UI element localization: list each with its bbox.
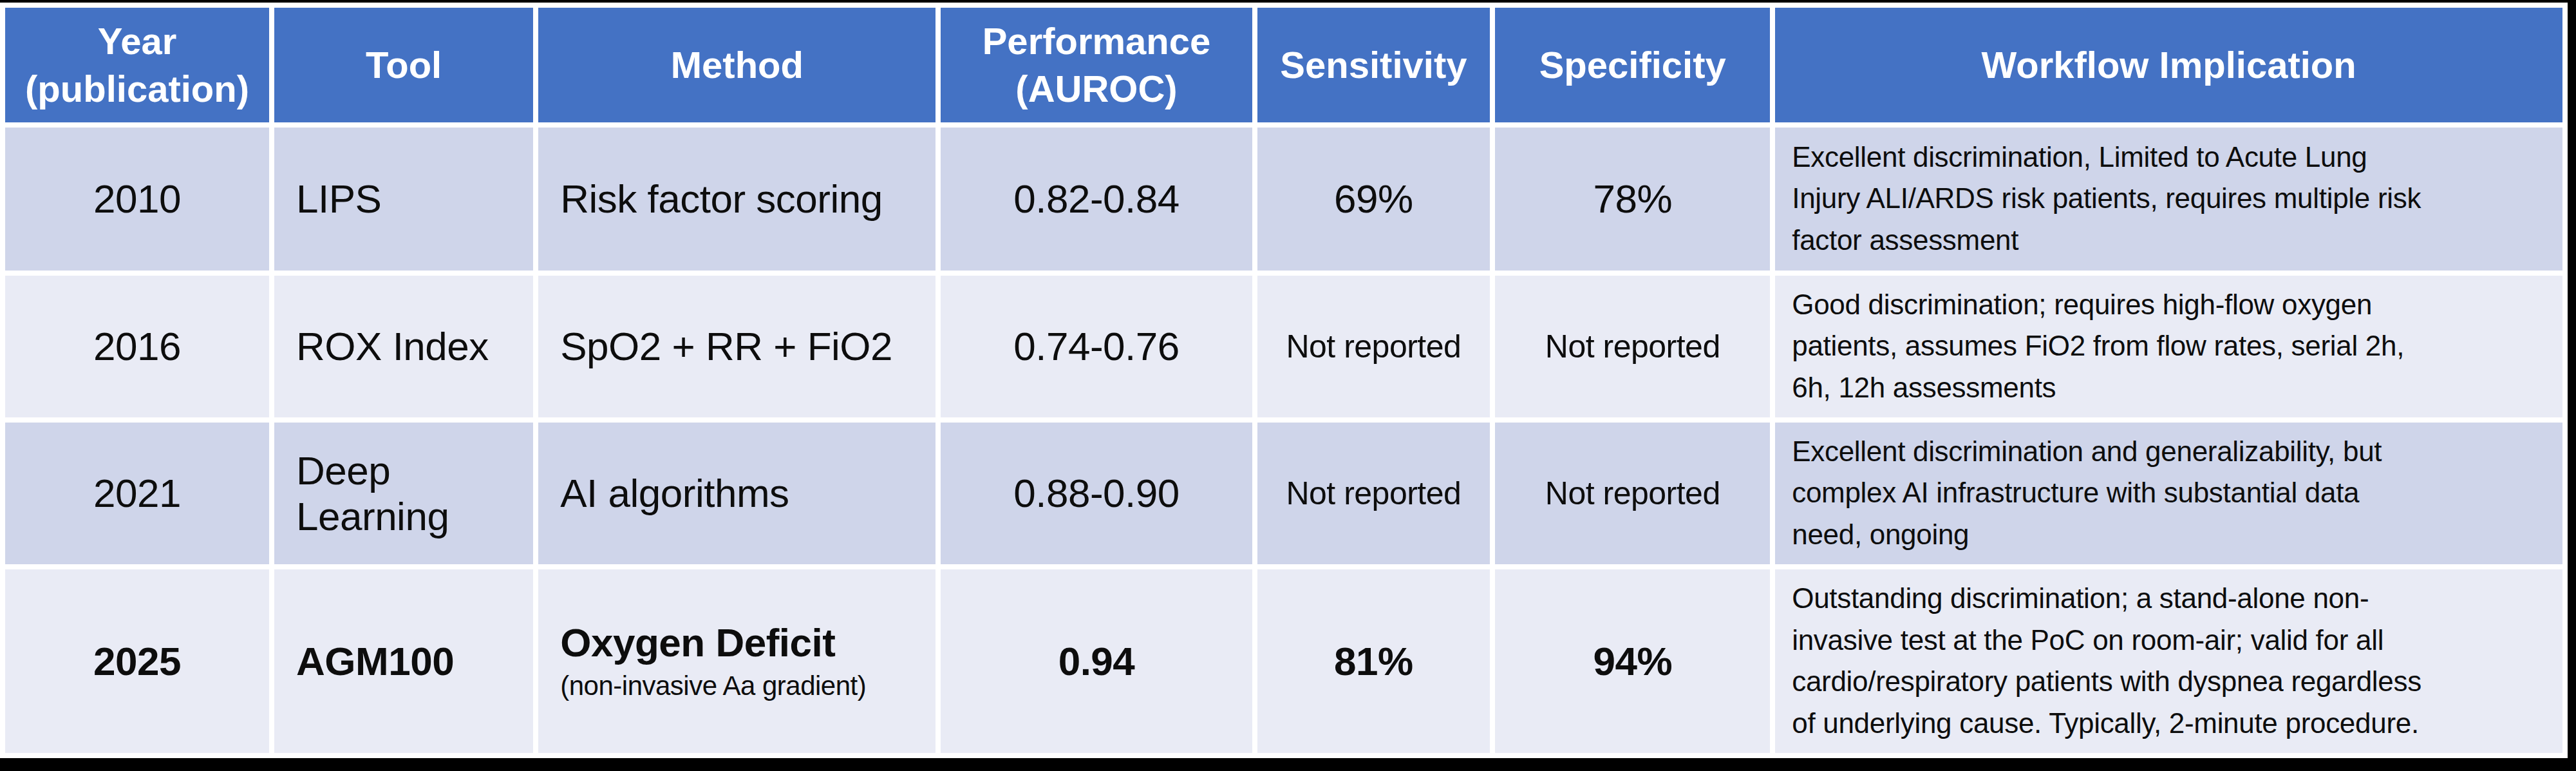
cell-workflow: Good discrimination; requires high-flow … <box>1775 276 2562 417</box>
cell-method: Risk factor scoring <box>538 128 935 271</box>
cell-performance: 0.94 <box>941 569 1252 753</box>
cell-year: 2025 <box>5 569 269 753</box>
column-header-method: Method <box>538 8 935 122</box>
cell-method: Oxygen Deficit (non-invasive Aa gradient… <box>538 569 935 753</box>
column-header-tool: Tool <box>274 8 533 122</box>
cell-method: SpO2 + RR + FiO2 <box>538 276 935 417</box>
cell-sensitivity: 81% <box>1257 569 1490 753</box>
cell-specificity: 94% <box>1495 569 1770 753</box>
cell-year: 2010 <box>5 128 269 271</box>
cell-sensitivity: 69% <box>1257 128 1490 271</box>
cell-tool: LIPS <box>274 128 533 271</box>
cell-year: 2016 <box>5 276 269 417</box>
cell-method: AI algorithms <box>538 423 935 564</box>
table-row-agm100: 2025 AGM100 Oxygen Deficit (non-invasive… <box>5 569 2562 753</box>
cell-performance: 0.82-0.84 <box>941 128 1252 271</box>
cell-tool: ROX Index <box>274 276 533 417</box>
cell-sensitivity: Not reported <box>1257 423 1490 564</box>
cell-performance: 0.74-0.76 <box>941 276 1252 417</box>
table-row-lips: 2010 LIPS Risk factor scoring 0.82-0.84 … <box>5 128 2562 271</box>
comparison-table: Year (publication) Tool Method Performan… <box>0 3 2568 758</box>
cell-tool: AGM100 <box>274 569 533 753</box>
cell-specificity: Not reported <box>1495 423 1770 564</box>
column-header-year: Year (publication) <box>5 8 269 122</box>
cell-specificity: Not reported <box>1495 276 1770 417</box>
slide-frame: Year (publication) Tool Method Performan… <box>0 0 2576 771</box>
table-row-deep-learning: 2021 Deep Learning AI algorithms 0.88-0.… <box>5 423 2562 564</box>
cell-workflow: Excellent discrimination, Limited to Acu… <box>1775 128 2562 271</box>
method-name: Oxygen Deficit <box>560 620 835 665</box>
cell-workflow: Excellent discrimination and generalizab… <box>1775 423 2562 564</box>
column-header-workflow: Workflow Implication <box>1775 8 2562 122</box>
cell-year: 2021 <box>5 423 269 564</box>
column-header-performance: Performance (AUROC) <box>941 8 1252 122</box>
cell-sensitivity: Not reported <box>1257 276 1490 417</box>
column-header-specificity: Specificity <box>1495 8 1770 122</box>
method-note: (non-invasive Aa gradient) <box>560 669 928 703</box>
cell-specificity: 78% <box>1495 128 1770 271</box>
table-row-rox-index: 2016 ROX Index SpO2 + RR + FiO2 0.74-0.7… <box>5 276 2562 417</box>
cell-workflow: Outstanding discrimination; a stand-alon… <box>1775 569 2562 753</box>
column-header-sensitivity: Sensitivity <box>1257 8 1490 122</box>
header-row: Year (publication) Tool Method Performan… <box>5 8 2562 122</box>
cell-performance: 0.88-0.90 <box>941 423 1252 564</box>
cell-tool: Deep Learning <box>274 423 533 564</box>
